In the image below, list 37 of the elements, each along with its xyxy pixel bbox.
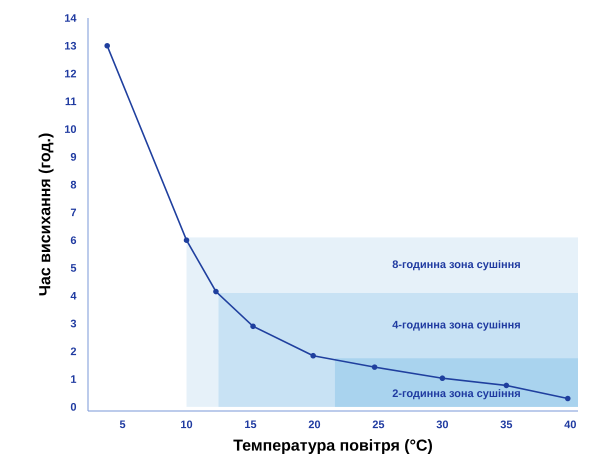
- x-tick-label: 40: [564, 420, 576, 428]
- y-tick-label: 10: [65, 125, 76, 133]
- x-axis-title: Температура повітря (°C): [233, 439, 432, 454]
- y-axis-title: Час висихання (год.): [38, 134, 54, 296]
- y-tick-label: 2: [70, 347, 76, 356]
- point: [564, 396, 571, 402]
- y-tick-label: 5: [70, 264, 76, 272]
- x-tick-label: 35: [500, 420, 512, 428]
- series-label: 2-годинна зона сушіння: [392, 389, 520, 400]
- y-tick-label: 0: [70, 402, 76, 411]
- series-label: 8-годинна зона сушіння: [392, 260, 520, 270]
- y-tick-label: 13: [65, 42, 76, 50]
- point: [372, 364, 378, 370]
- y-tick-label: 8: [70, 180, 76, 189]
- point: [504, 382, 510, 388]
- y-tick-label: 4: [70, 292, 76, 300]
- point: [250, 323, 256, 330]
- x-tick-label: 5: [120, 420, 126, 428]
- point: [440, 375, 446, 382]
- y-tick-label: 7: [70, 208, 76, 216]
- y-tick-label: 9: [70, 152, 76, 161]
- x-tick-label: 30: [436, 420, 448, 428]
- x-tick-label: 15: [245, 420, 256, 428]
- y-tick-label: 14: [65, 14, 76, 22]
- point: [310, 352, 316, 359]
- point: [213, 288, 219, 294]
- x-tick-label: 10: [181, 420, 192, 428]
- series-label: 4-годинна зона сушіння: [392, 320, 520, 331]
- point: [104, 42, 110, 49]
- y-tick-label: 6: [70, 236, 76, 244]
- x-tick-label: 25: [372, 420, 384, 428]
- x-tick-label: 20: [308, 420, 320, 428]
- point: [184, 237, 190, 243]
- y-tick-label: 1: [71, 375, 76, 383]
- y-tick-label: 11: [66, 98, 76, 106]
- y-tick-label: 12: [65, 70, 76, 78]
- y-tick-label: 3: [70, 320, 76, 328]
